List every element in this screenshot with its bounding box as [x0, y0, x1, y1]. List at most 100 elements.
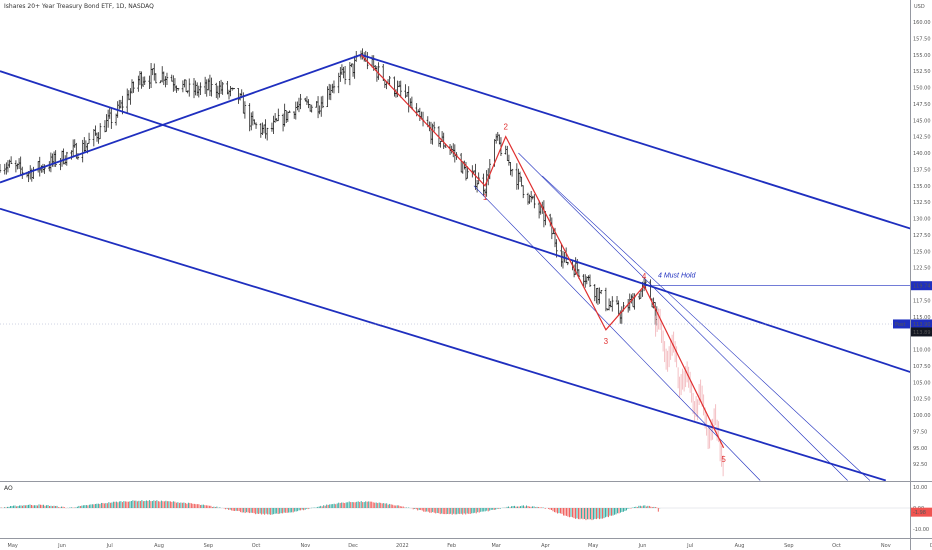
ohlc-bar	[164, 76, 167, 88]
ohlc-bar	[188, 78, 191, 97]
ohlc-bar	[321, 95, 325, 109]
ohlc-bar	[261, 122, 264, 136]
price-tick: 152.50	[913, 69, 931, 75]
ohlc-bar	[83, 137, 86, 153]
ohlc-bar	[118, 99, 121, 110]
time-label: Mar	[491, 543, 501, 549]
price-tick: 102.50	[913, 397, 931, 403]
inner-channel-line[interactable]	[518, 152, 848, 481]
ohlc-bar	[459, 152, 463, 173]
ohlc-bar	[318, 105, 321, 115]
ao-badge: -1.98	[913, 510, 926, 516]
wave-label-2: 2	[503, 123, 508, 132]
ohlc-bar	[331, 83, 334, 93]
ohlc-bar	[272, 115, 275, 134]
ohlc-bar	[517, 168, 520, 190]
ohlc-bar	[176, 87, 180, 91]
ohlc-bar	[431, 123, 434, 145]
elliott-wave: 1 2 3 4 5	[360, 54, 726, 464]
ohlc-bar	[305, 96, 309, 106]
ohlc-bar	[377, 62, 380, 80]
price-tick: 110.00	[913, 348, 931, 354]
ohlc-bar	[307, 99, 310, 109]
ohlc-bar	[596, 287, 600, 305]
time-label: Aug	[735, 543, 745, 549]
price-axis[interactable]: USD 160.00 157.50 155.00 152.50 150.00 147.50 1…	[893, 4, 932, 468]
time-label: Apr	[541, 543, 551, 549]
inner-channel-line[interactable]	[542, 175, 871, 481]
ohlc-bar	[560, 243, 563, 267]
time-axis[interactable]: May Jun Jul Aug Sep Oct Nov Dec 2022 Feb Mar Apr May…	[8, 543, 932, 549]
ohlc-bar	[316, 96, 320, 119]
ohlc-bar	[566, 261, 569, 266]
ohlc-bar	[119, 99, 123, 109]
ohlc-bar	[148, 75, 151, 89]
ohlc-bar	[5, 162, 8, 175]
price-tick: 142.50	[913, 135, 931, 141]
ohlc-bar	[84, 140, 88, 152]
channel-line[interactable]	[360, 53, 932, 242]
ohlc-bar	[429, 121, 433, 144]
ohlc-bar	[95, 132, 99, 142]
ohlc-bar	[277, 108, 280, 122]
price-pane[interactable]: 1 2 3 4 5 4 Must Hold	[0, 48, 932, 481]
ohlc-bar	[466, 166, 469, 179]
price-tick: 125.00	[913, 249, 931, 255]
ohlc-bar	[294, 101, 297, 120]
ohlc-bar	[248, 103, 251, 132]
channel-line[interactable]	[0, 207, 887, 481]
ao-axis[interactable]: 10.000.00-10.00-1.98	[911, 485, 932, 533]
time-label: Jul	[106, 543, 113, 549]
ohlc-bar	[38, 156, 41, 177]
post-label-bg	[893, 319, 910, 329]
channel-lines	[0, 53, 932, 481]
ohlc-bar	[170, 74, 173, 82]
inner-channel-line[interactable]	[473, 185, 761, 481]
ohlc-bar	[219, 79, 223, 94]
ohlc-bar	[405, 91, 409, 97]
time-label: Feb	[447, 543, 456, 549]
ohlc-bar	[265, 127, 269, 141]
price-tick: 100.00	[913, 413, 931, 419]
ohlc-bar	[542, 200, 546, 228]
ohlc-bar	[407, 86, 410, 113]
ohlc-bar	[607, 298, 611, 311]
ohlc-bar	[504, 145, 507, 155]
ohlc-bar	[165, 72, 169, 86]
wave-label-5: 5	[721, 455, 726, 464]
ohlc-bar	[510, 168, 514, 177]
annotation-text: 4 Must Hold	[658, 273, 696, 280]
ohlc-bar	[529, 191, 533, 203]
ohlc-bar	[161, 66, 164, 83]
ohlc-bar	[130, 79, 134, 94]
ohlc-bar	[8, 159, 11, 168]
level-badge-bg	[911, 281, 932, 291]
ohlc-bar	[71, 139, 75, 158]
ohlc-bar	[342, 66, 345, 79]
ohlc-bar	[515, 163, 519, 190]
ao-pane[interactable]	[0, 500, 910, 521]
wave-path[interactable]	[360, 54, 725, 449]
ohlc-bar	[351, 63, 355, 77]
ohlc-bar	[533, 194, 536, 209]
ohlc-bar	[270, 122, 274, 132]
ohlc-bar	[6, 160, 10, 173]
level-badge: 119.74	[913, 284, 931, 290]
price-tick: 115.00	[913, 315, 931, 321]
wave-label-3: 3	[604, 337, 609, 346]
ohlc-bar	[293, 111, 296, 119]
time-label: Oct	[252, 543, 261, 549]
ohlc-bar	[237, 88, 240, 104]
ohlc-bar	[232, 87, 235, 90]
ohlc-bar	[87, 132, 91, 144]
time-label: Nov	[300, 543, 310, 549]
ohlc-bar	[143, 76, 146, 86]
ohlc-bar	[98, 123, 102, 140]
ohlc-bar	[229, 86, 232, 97]
channel-line[interactable]	[0, 53, 362, 184]
ohlc-bar	[286, 111, 290, 122]
ao-tick: -10.00	[913, 527, 929, 533]
price-tick: 155.00	[913, 53, 931, 59]
channel-line[interactable]	[0, 70, 932, 385]
